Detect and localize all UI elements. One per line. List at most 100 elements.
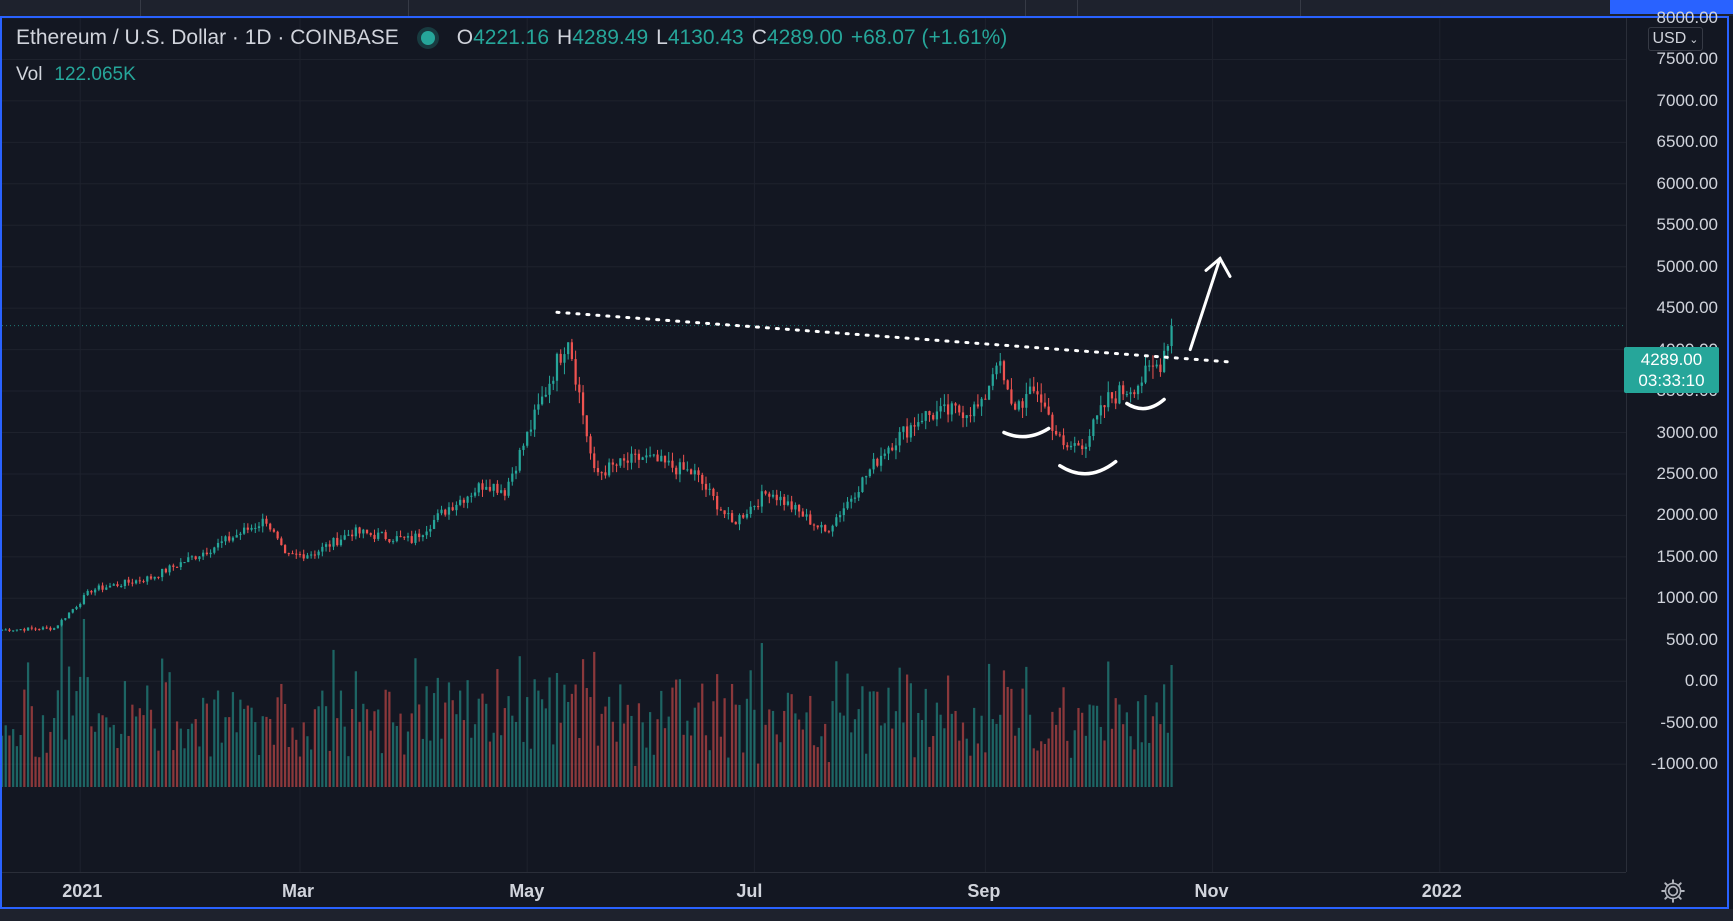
volume-bar	[380, 753, 384, 787]
volume-bar	[231, 692, 235, 787]
candle-body	[634, 453, 637, 455]
toolbar-accent-button[interactable]	[1610, 0, 1733, 14]
volume-bar	[343, 726, 346, 787]
candle-body	[1062, 435, 1065, 446]
volume-bar	[973, 707, 976, 787]
volume-bar	[1077, 707, 1080, 787]
candle-body	[1159, 364, 1162, 373]
candle-body	[429, 528, 432, 532]
candle-body	[734, 521, 737, 525]
candle-body	[1129, 392, 1132, 395]
candle-body	[879, 455, 883, 466]
volume-bar	[1122, 724, 1125, 787]
symbol-title[interactable]: Ethereum / U.S. Dollar · 1D · COINBASE	[16, 26, 399, 49]
candle-body	[49, 627, 52, 630]
candle-body	[671, 460, 674, 468]
volume-bar	[414, 658, 417, 787]
volume-bar	[440, 738, 443, 787]
volume-bar	[373, 711, 376, 787]
candle-body	[1166, 346, 1169, 351]
volume-bar	[4, 725, 7, 787]
candle-body	[485, 486, 488, 490]
volume-bar	[999, 714, 1002, 787]
price-axis-label: -500.00	[1660, 712, 1718, 732]
volume-bar	[1099, 726, 1102, 787]
price-chart[interactable]	[2, 18, 1626, 872]
volume-bar	[194, 719, 197, 787]
candle-body	[1047, 406, 1050, 415]
volume-bar	[432, 693, 436, 787]
volume-bar	[451, 700, 454, 787]
candle-body	[19, 629, 22, 631]
candle-body	[373, 534, 376, 539]
volume-bar	[462, 720, 465, 787]
volume-bar	[2, 735, 4, 787]
volume-bar	[608, 696, 611, 787]
candle-body	[1144, 365, 1147, 383]
candle-body	[1163, 350, 1166, 373]
candle-body	[313, 554, 316, 556]
volume-bar	[850, 732, 853, 787]
candle-body	[399, 536, 402, 538]
volume-legend: Vol 122.065K	[16, 64, 136, 86]
volume-bar	[246, 705, 249, 787]
candle-body	[79, 603, 82, 607]
price-axis-label: 1500.00	[1656, 546, 1718, 566]
candle-body	[961, 412, 965, 419]
candle-body	[418, 533, 421, 538]
volume-bar	[23, 689, 26, 787]
candle-body	[26, 627, 30, 631]
price-axis[interactable]: 8000.00 7500.00 7000.00 6500.00 6000.00 5500.…	[1626, 8, 1730, 872]
candle-body	[645, 455, 648, 458]
time-axis[interactable]: 2021 Mar May Jul Sep Nov 2022	[2, 872, 1626, 908]
candle-body	[544, 394, 547, 397]
candle-body	[86, 590, 89, 596]
volume-bar	[60, 620, 63, 787]
candle-body	[451, 507, 454, 511]
chart-pane[interactable]	[2, 18, 1626, 872]
candle-body	[459, 499, 462, 505]
volume-bar	[254, 722, 257, 787]
candle-body	[391, 541, 395, 543]
left-shoulder-arc	[1002, 426, 1051, 439]
volume-bar	[604, 706, 607, 787]
volume-bar	[470, 737, 473, 787]
volume-bar	[1010, 688, 1013, 787]
volume-bar	[827, 762, 831, 787]
volume-bar	[459, 690, 462, 787]
volume-bar	[477, 698, 480, 787]
candle-body	[894, 445, 898, 451]
candle-body	[101, 585, 104, 590]
gear-icon[interactable]	[1660, 878, 1686, 904]
candle-body	[641, 457, 644, 460]
volume-bar	[1047, 738, 1050, 787]
volume-bar	[805, 712, 808, 787]
currency-dropdown[interactable]: USD ⌄	[1648, 27, 1703, 51]
time-axis-label: 2021	[62, 881, 103, 901]
volume-bar	[1040, 741, 1043, 787]
volume-bar	[842, 715, 845, 787]
candle-body	[1107, 392, 1110, 408]
candle-body	[738, 515, 741, 525]
candle-body	[82, 595, 86, 604]
candle-body	[216, 542, 220, 548]
volume-bar	[581, 659, 585, 787]
candle-body	[958, 405, 961, 413]
candle-body	[1058, 434, 1061, 436]
volume-bar	[879, 725, 883, 787]
candle-body	[116, 584, 119, 587]
candle-body	[697, 470, 700, 475]
candle-body	[120, 586, 123, 588]
volume-bar	[1155, 702, 1158, 787]
volume-bar	[682, 734, 685, 787]
volume-bar	[265, 716, 268, 787]
candle-body	[321, 546, 324, 552]
candle-body	[205, 552, 208, 555]
volume-bar	[868, 691, 871, 787]
volume-bar	[1166, 732, 1169, 787]
candle-body	[470, 495, 473, 497]
volume-label[interactable]: Vol	[16, 64, 43, 85]
volume-bar	[220, 742, 223, 787]
volume-bar	[187, 728, 190, 787]
candle-body	[235, 535, 238, 538]
